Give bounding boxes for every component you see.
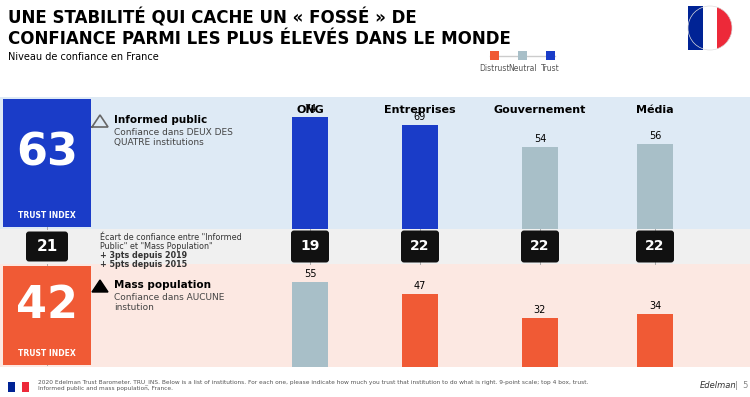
- Text: Informed public: Informed public: [114, 115, 207, 125]
- Wedge shape: [710, 6, 732, 50]
- Bar: [546, 51, 555, 60]
- FancyBboxPatch shape: [401, 231, 439, 262]
- Bar: [3, 99, 91, 227]
- Bar: [703, 6, 717, 50]
- Text: + 5pts depuis 2015: + 5pts depuis 2015: [100, 260, 188, 269]
- Text: Neutral: Neutral: [509, 64, 537, 73]
- Text: 22: 22: [645, 239, 664, 254]
- FancyBboxPatch shape: [636, 231, 674, 262]
- Text: instution: instution: [114, 303, 154, 312]
- FancyBboxPatch shape: [521, 231, 559, 262]
- Bar: [0, 229, 750, 264]
- Text: Niveau de confiance en France: Niveau de confiance en France: [8, 52, 159, 62]
- Text: Entreprises: Entreprises: [384, 105, 456, 115]
- Bar: [292, 282, 328, 367]
- Text: 21: 21: [36, 239, 58, 254]
- Text: 2020 Edelman Trust Barometer. TRU_INS. Below is a list of institutions. For each: 2020 Edelman Trust Barometer. TRU_INS. B…: [38, 379, 588, 385]
- Text: Public" et "Mass Population": Public" et "Mass Population": [100, 242, 213, 251]
- Text: Informed public and mass population, France.: Informed public and mass population, Fra…: [38, 386, 173, 391]
- Text: Gouvernement: Gouvernement: [494, 105, 586, 115]
- Text: 32: 32: [534, 304, 546, 314]
- Text: Trust: Trust: [542, 64, 560, 73]
- Text: 63: 63: [16, 131, 78, 175]
- FancyBboxPatch shape: [26, 231, 68, 262]
- Bar: [703, 6, 710, 50]
- Bar: [22, 382, 29, 392]
- Text: 56: 56: [649, 131, 662, 141]
- Text: ONG: ONG: [296, 105, 324, 115]
- Wedge shape: [688, 6, 710, 50]
- Text: TRUST INDEX: TRUST INDEX: [18, 210, 76, 220]
- Bar: [688, 6, 703, 50]
- Bar: [0, 264, 750, 367]
- Bar: [292, 117, 328, 229]
- Text: Confiance dans DEUX DES: Confiance dans DEUX DES: [114, 128, 232, 137]
- Bar: [8, 382, 15, 392]
- Text: Confiance dans AUCUNE: Confiance dans AUCUNE: [114, 293, 224, 302]
- Wedge shape: [688, 6, 710, 50]
- Bar: [637, 144, 673, 229]
- Text: 55: 55: [304, 269, 316, 279]
- Bar: [0, 0, 750, 97]
- Bar: [402, 125, 438, 229]
- Bar: [0, 367, 750, 397]
- Text: Edelman: Edelman: [700, 380, 736, 389]
- Bar: [522, 147, 558, 229]
- Text: 22: 22: [530, 239, 550, 254]
- Polygon shape: [92, 280, 108, 292]
- Text: 22: 22: [410, 239, 430, 254]
- Text: 69: 69: [414, 112, 426, 121]
- Text: 74: 74: [304, 104, 316, 114]
- Text: 42: 42: [16, 284, 78, 327]
- Text: 34: 34: [649, 301, 662, 312]
- Bar: [518, 51, 527, 60]
- Bar: [15, 382, 22, 392]
- Bar: [522, 318, 558, 367]
- Bar: [637, 314, 673, 367]
- FancyBboxPatch shape: [291, 231, 329, 262]
- Text: UNE STABILITÉ QUI CACHE UN « FOSSÉ » DE: UNE STABILITÉ QUI CACHE UN « FOSSÉ » DE: [8, 8, 417, 27]
- Text: 54: 54: [534, 134, 546, 144]
- Text: TRUST INDEX: TRUST INDEX: [18, 349, 76, 358]
- Text: Mass population: Mass population: [114, 280, 211, 290]
- Bar: [3, 266, 91, 365]
- Text: Écart de confiance entre "Informed: Écart de confiance entre "Informed: [100, 233, 242, 242]
- Bar: [402, 294, 438, 367]
- Text: Distrust: Distrust: [479, 64, 510, 73]
- Bar: [703, 6, 718, 50]
- Text: + 3pts depuis 2019: + 3pts depuis 2019: [100, 251, 188, 260]
- Text: QUATRE institutions: QUATRE institutions: [114, 138, 204, 147]
- Bar: [0, 97, 750, 229]
- Text: CONFIANCE PARMI LES PLUS ÉLEVÉS DANS LE MONDE: CONFIANCE PARMI LES PLUS ÉLEVÉS DANS LE …: [8, 30, 511, 48]
- Circle shape: [688, 6, 732, 50]
- Bar: [490, 51, 499, 60]
- Text: 47: 47: [414, 281, 426, 291]
- Text: Média: Média: [636, 105, 674, 115]
- Text: 19: 19: [300, 239, 320, 254]
- Text: |  5: | 5: [735, 380, 748, 389]
- Wedge shape: [710, 6, 732, 50]
